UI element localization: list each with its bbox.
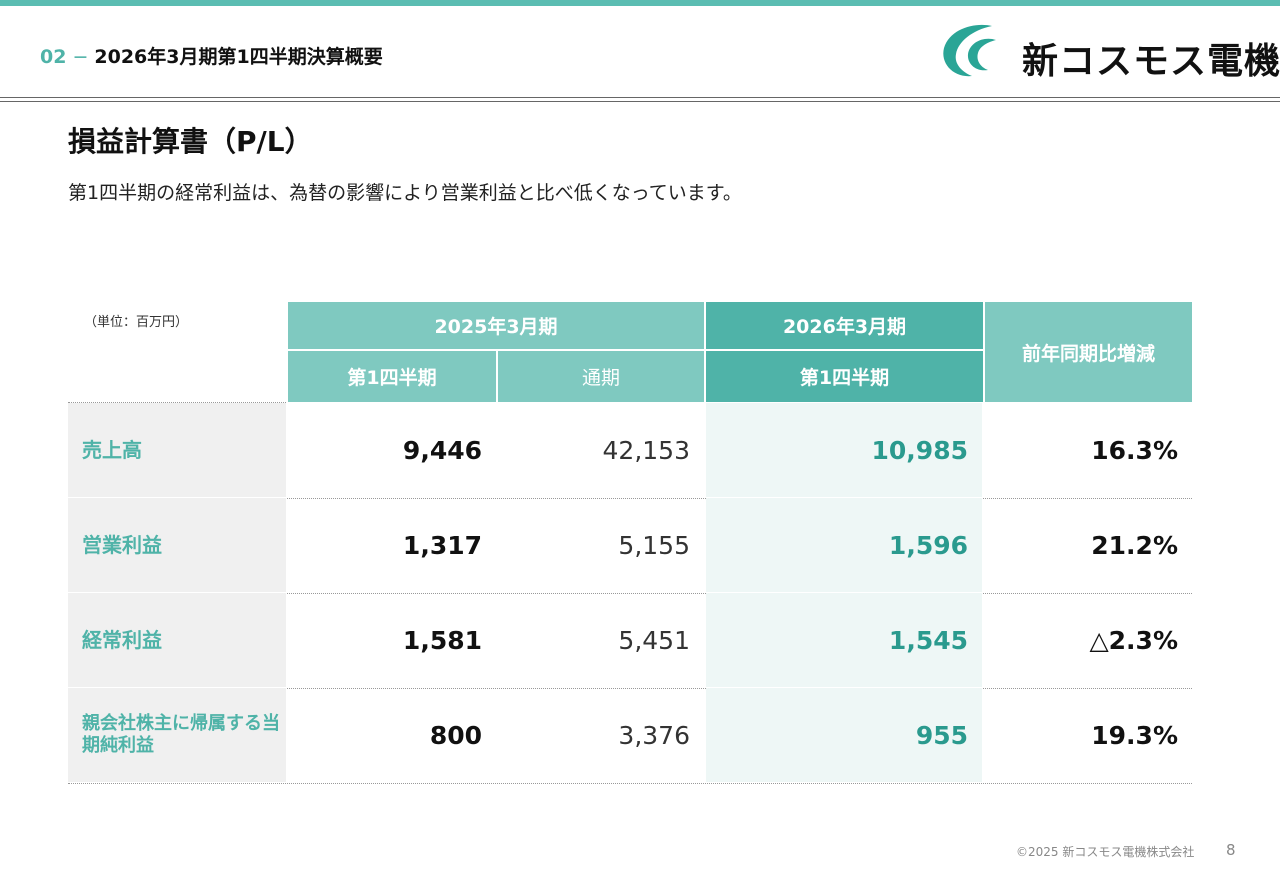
header-change: 前年同期比増減 bbox=[985, 302, 1192, 402]
table-row: 経常利益 1,581 5,451 1,545 △2.3% bbox=[68, 593, 1192, 689]
top-accent-bar bbox=[0, 0, 1280, 6]
company-wordmark: 新コスモス電機 bbox=[1022, 41, 1280, 82]
page-number: 8 bbox=[1226, 841, 1236, 859]
cell-change: 16.3% bbox=[1091, 435, 1178, 465]
header-full-2025: 通期 bbox=[498, 351, 704, 402]
header-fy2026: 2026年3月期 bbox=[706, 302, 983, 349]
cell-full-2025: 5,451 bbox=[618, 625, 690, 655]
cell-full-2025: 42,153 bbox=[602, 435, 690, 465]
table-row: 親会社株主に帰属する当期純利益 800 3,376 955 19.3% bbox=[68, 688, 1192, 784]
cell-q1-2025: 1,317 bbox=[402, 530, 482, 560]
table-row: 売上高 9,446 42,153 10,985 16.3% bbox=[68, 403, 1192, 499]
cell-change: 21.2% bbox=[1091, 530, 1178, 560]
row-label: 経常利益 bbox=[68, 593, 286, 687]
unit-note: （単位：百万円） bbox=[84, 315, 189, 330]
cell-q1-2026: 955 bbox=[706, 688, 982, 782]
cell-q1-2026: 10,985 bbox=[706, 403, 982, 497]
row-label: 親会社株主に帰属する当期純利益 bbox=[68, 688, 286, 782]
cell-change: △2.3% bbox=[1089, 625, 1178, 655]
cell-q1-2025: 1,581 bbox=[402, 625, 482, 655]
cell-change: 19.3% bbox=[1091, 720, 1178, 750]
cell-full-2025: 5,155 bbox=[618, 530, 690, 560]
section-title: 2026年3月期第1四半期決算概要 bbox=[94, 46, 383, 68]
cell-q1-2026: 1,596 bbox=[706, 498, 982, 592]
header-divider bbox=[0, 97, 1280, 102]
section-dash: − bbox=[72, 46, 89, 68]
cell-full-2025: 3,376 bbox=[618, 720, 690, 750]
table-row: 営業利益 1,317 5,155 1,596 21.2% bbox=[68, 498, 1192, 594]
header-q1-2025: 第1四半期 bbox=[288, 351, 496, 402]
company-logo-icon bbox=[943, 24, 996, 77]
copyright: ©2025 新コスモス電機株式会社 bbox=[1016, 845, 1195, 859]
row-label: 売上高 bbox=[68, 403, 286, 497]
row-divider-top bbox=[68, 402, 286, 403]
header-q1-2026: 第1四半期 bbox=[706, 351, 983, 402]
section-number: 02 bbox=[40, 46, 67, 68]
page-title: 損益計算書（P/L） bbox=[68, 125, 313, 158]
section-heading: 02−2026年3月期第1四半期決算概要 bbox=[40, 42, 383, 69]
header-fy2025: 2025年3月期 bbox=[288, 302, 704, 349]
cell-q1-2025: 800 bbox=[429, 720, 482, 750]
company-logo: 新コスモス電機 bbox=[940, 20, 1280, 82]
cell-q1-2025: 9,446 bbox=[402, 435, 482, 465]
summary-text: 第1四半期の経常利益は、為替の影響により営業利益と比べ低くなっています。 bbox=[68, 182, 742, 204]
row-label: 営業利益 bbox=[68, 498, 286, 592]
cell-q1-2026: 1,545 bbox=[706, 593, 982, 687]
